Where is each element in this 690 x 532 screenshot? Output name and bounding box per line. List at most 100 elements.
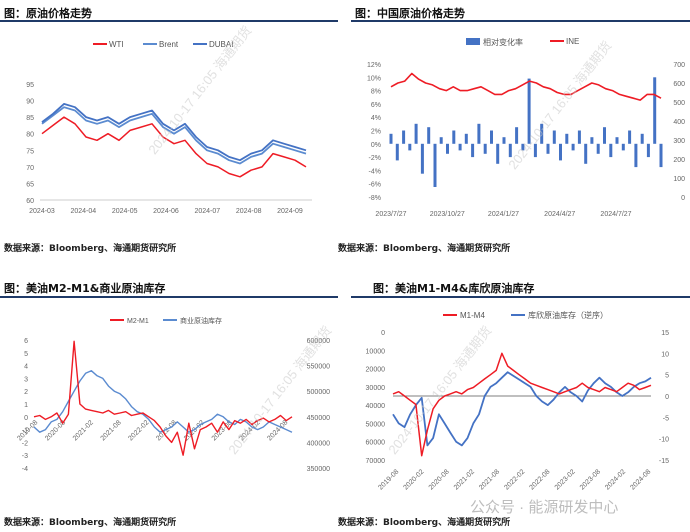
y-tick-1-1: 65 [26, 181, 34, 188]
y-right-tick-2-2: 200 [673, 157, 685, 164]
y-right-tick-3-4: 550000 [307, 364, 330, 371]
y-left-tick-3-1: -3 [22, 453, 28, 460]
bar-change-rate [590, 137, 594, 144]
x-tick-4-1: 2020-02 [402, 468, 425, 491]
x-tick-3-4: 2022-02 [127, 419, 150, 442]
x-tick-1-3: 2024-06 [153, 208, 179, 215]
legend-3: M2-M1 商业原油库存 [110, 316, 222, 325]
bar-change-rate [584, 143, 588, 164]
x-tick-4-7: 2023-02 [554, 468, 577, 491]
y-right-tick-4-2: -5 [663, 415, 669, 422]
bar-change-rate [502, 137, 506, 144]
bar-change-rate [646, 143, 650, 158]
y-left-tick-3-10: 6 [24, 338, 28, 345]
legend-label-m1m4: M1-M4 [460, 311, 485, 320]
bar-change-rate [628, 130, 632, 144]
bar-change-rate [389, 133, 393, 144]
chart-us-m2m1: M2-M1 商业原油库存 -4 -3 -2 -1 0 1 2 3 4 5 6 350000 40000… [16, 316, 330, 473]
bar-change-rate [621, 143, 625, 151]
x-tick-2-0: 2023/7/27 [375, 211, 406, 218]
x-tick-1-6: 2024-09 [277, 208, 303, 215]
y-right-tick-2-1: 100 [673, 176, 685, 183]
bar-change-rate [420, 143, 424, 174]
title-rule-4 [351, 296, 690, 298]
x-tick-3-3: 2021-08 [100, 419, 123, 442]
bar-change-rate [490, 130, 493, 144]
x-tick-4-0: 2019-08 [377, 468, 400, 491]
title-rule-2 [351, 20, 690, 22]
y-right-tick-4-1: -10 [659, 437, 669, 444]
bar-change-rate [515, 127, 519, 144]
legend-1: WTI Brent DUBAI [93, 40, 233, 49]
y-tick-1-3: 75 [26, 148, 34, 155]
bar-change-rate [395, 143, 399, 161]
panel-title-2: 图：中国原油价格走势 [355, 7, 465, 20]
legend-4: M1-M4 库欣原油库存（逆序） [443, 310, 608, 320]
series-line-m1m4 [392, 352, 652, 457]
y-right-tick-3-1: 400000 [307, 440, 330, 447]
x-tick-4-8: 2023-08 [579, 468, 602, 491]
legend-2: 相对变化率 INE [466, 37, 579, 47]
y-right-tick-4-4: 5 [665, 373, 669, 380]
x-tick-1-1: 2024-04 [70, 208, 96, 215]
y-tick-1-4: 80 [26, 132, 34, 139]
legend-label-wti: WTI [109, 40, 124, 49]
bar-change-rate [533, 143, 537, 158]
bar-change-rate [640, 133, 644, 144]
y-tick-1-6: 90 [26, 99, 34, 106]
y-left-tick-2-1: -6% [369, 182, 381, 189]
x-tick-2-1: 2023/10/27 [430, 211, 465, 218]
y-right-tick-3-0: 350000 [307, 466, 330, 473]
y-left-tick-2-3: -2% [369, 155, 381, 162]
x-tick-2-2: 2024/1/27 [488, 211, 519, 218]
bar-change-rate [496, 143, 500, 164]
series-line-cushing [392, 371, 652, 447]
y-left-tick-2-9: 10% [367, 75, 381, 82]
x-tick-1-4: 2024-07 [194, 208, 220, 215]
legend-label-change-rate: 相对变化率 [483, 37, 523, 47]
y-left-tick-2-7: 6% [371, 102, 381, 109]
x-tick-4-9: 2024-02 [604, 468, 627, 491]
y-left-tick-4-1: 10000 [366, 348, 386, 355]
footer-brand: 公众号 · 能源研发中心 [470, 499, 619, 516]
y-left-tick-2-4: 0% [371, 142, 381, 149]
bar-change-rate [634, 143, 638, 168]
y-left-tick-3-9: 5 [24, 351, 28, 358]
y-right-tick-4-3: 0 [665, 394, 669, 401]
panel-title-4: 图：美油M1-M4&库欣原油库存 [373, 282, 535, 295]
y-left-tick-4-6: 60000 [366, 440, 386, 447]
y-left-tick-2-8: 8% [371, 89, 381, 96]
bar-change-rate [653, 77, 657, 144]
legend-label-commercial-stock: 商业原油库存 [180, 316, 222, 325]
y-left-tick-4-7: 70000 [366, 458, 386, 465]
bar-change-rate [603, 127, 606, 144]
y-right-tick-3-5: 600000 [307, 338, 330, 345]
bar-change-rate [433, 143, 437, 187]
bar-change-rate [559, 143, 562, 161]
x-tick-4-10: 2024-08 [629, 468, 652, 491]
y-left-tick-2-0: -8% [369, 195, 381, 202]
y-right-tick-2-0: 0 [681, 195, 685, 202]
y-right-tick-3-2: 450000 [307, 415, 330, 422]
bar-change-rate [571, 143, 575, 151]
bar-change-rate [452, 130, 456, 144]
source-3: 数据来源：Bloomberg、海通期货研究所 [4, 518, 177, 528]
y-right-tick-2-7: 700 [673, 62, 685, 69]
y-left-tick-4-4: 40000 [366, 403, 386, 410]
bar-change-rate [540, 123, 544, 144]
y-left-tick-2-5: 2% [371, 129, 381, 136]
y-right-tick-4-6: 15 [661, 330, 669, 337]
bar-change-rate [577, 130, 581, 144]
bar-change-rate [458, 143, 462, 151]
y-left-tick-3-4: 0 [24, 415, 28, 422]
y-right-tick-3-3: 500000 [307, 389, 330, 396]
bar-change-rate [414, 123, 418, 144]
legend-label-brent: Brent [159, 40, 179, 49]
y-left-tick-3-0: -4 [22, 466, 28, 473]
x-tick-4-3: 2021-02 [453, 468, 476, 491]
legend-label-m2m1: M2-M1 [127, 318, 149, 325]
y-left-tick-2-2: -4% [369, 168, 381, 175]
bar-change-rate [402, 130, 406, 144]
panel-title-3: 图：美油M2-M1&商业原油库存 [4, 282, 166, 295]
x-tick-1-0: 2024-03 [29, 208, 55, 215]
